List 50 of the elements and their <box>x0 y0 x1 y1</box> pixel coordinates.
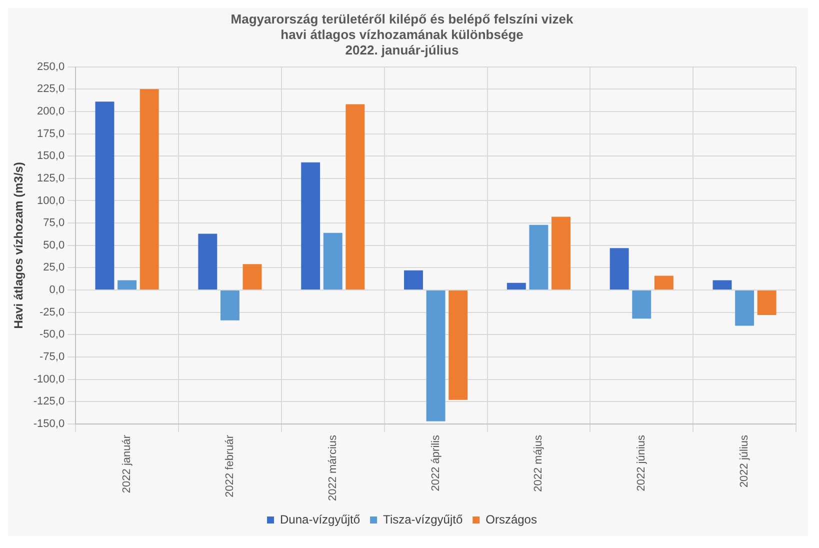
legend-label: Tisza-vízgyűjtő <box>383 512 463 526</box>
legend-label: Duna-vízgyűjtő <box>280 512 360 526</box>
bar <box>654 276 674 290</box>
bar <box>323 232 342 290</box>
bar <box>404 270 423 290</box>
y-tick-label: -50,0 <box>40 328 65 341</box>
bar <box>118 280 137 290</box>
y-tick-label: 0,0 <box>49 284 65 296</box>
bar <box>242 264 262 290</box>
bar <box>95 102 114 290</box>
bar <box>632 290 652 319</box>
x-tick-label: 2022 február <box>224 434 236 498</box>
y-tick-label: 175,0 <box>37 128 65 140</box>
bar <box>426 290 446 422</box>
x-tick-label: 2022 május <box>532 434 545 492</box>
bar <box>529 224 548 290</box>
bar <box>448 290 468 400</box>
bar <box>735 290 754 326</box>
chart-title: Magyarország területéről kilépő és belépő felszíni vizek havi átlagos vízhozamának különbsége 2022. január-július <box>230 11 574 58</box>
x-tick-label: 2022 június <box>636 434 648 492</box>
y-tick-label: 25,0 <box>43 262 65 274</box>
y-tick-label: 75,0 <box>43 217 65 230</box>
bar <box>506 282 526 290</box>
x-tick-label: 2022 július <box>738 434 751 488</box>
bar <box>712 280 732 290</box>
y-tick-label: 250,0 <box>37 60 65 73</box>
bar <box>301 162 320 290</box>
y-tick-label: 125,0 <box>37 172 65 184</box>
y-axis-title: Havi átlagos vízhozam (m3/s) <box>12 162 26 329</box>
bar <box>757 290 776 316</box>
bar <box>140 89 159 290</box>
y-tick-label: -75,0 <box>40 351 65 364</box>
bar <box>220 290 240 320</box>
y-tick-label: -125,0 <box>33 396 65 408</box>
x-tick-label: 2022 április <box>430 434 442 492</box>
y-tick-label: -100,0 <box>33 373 65 386</box>
bar <box>346 104 365 290</box>
bar <box>552 216 570 290</box>
bar <box>198 234 218 290</box>
x-tick-label: 2022 január <box>121 434 134 494</box>
y-tick-label: 150,0 <box>37 150 65 162</box>
y-tick-label: 50,0 <box>43 239 65 252</box>
y-tick-label: 100,0 <box>37 194 65 207</box>
y-tick-label: -150,0 <box>33 418 65 430</box>
legend-label: Országos <box>486 512 537 526</box>
bar <box>610 248 629 290</box>
y-tick-label: -25,0 <box>40 306 65 318</box>
y-tick-label: 225,0 <box>37 83 65 96</box>
x-tick-label: 2022 március <box>326 434 339 502</box>
y-tick-label: 200,0 <box>37 105 65 118</box>
